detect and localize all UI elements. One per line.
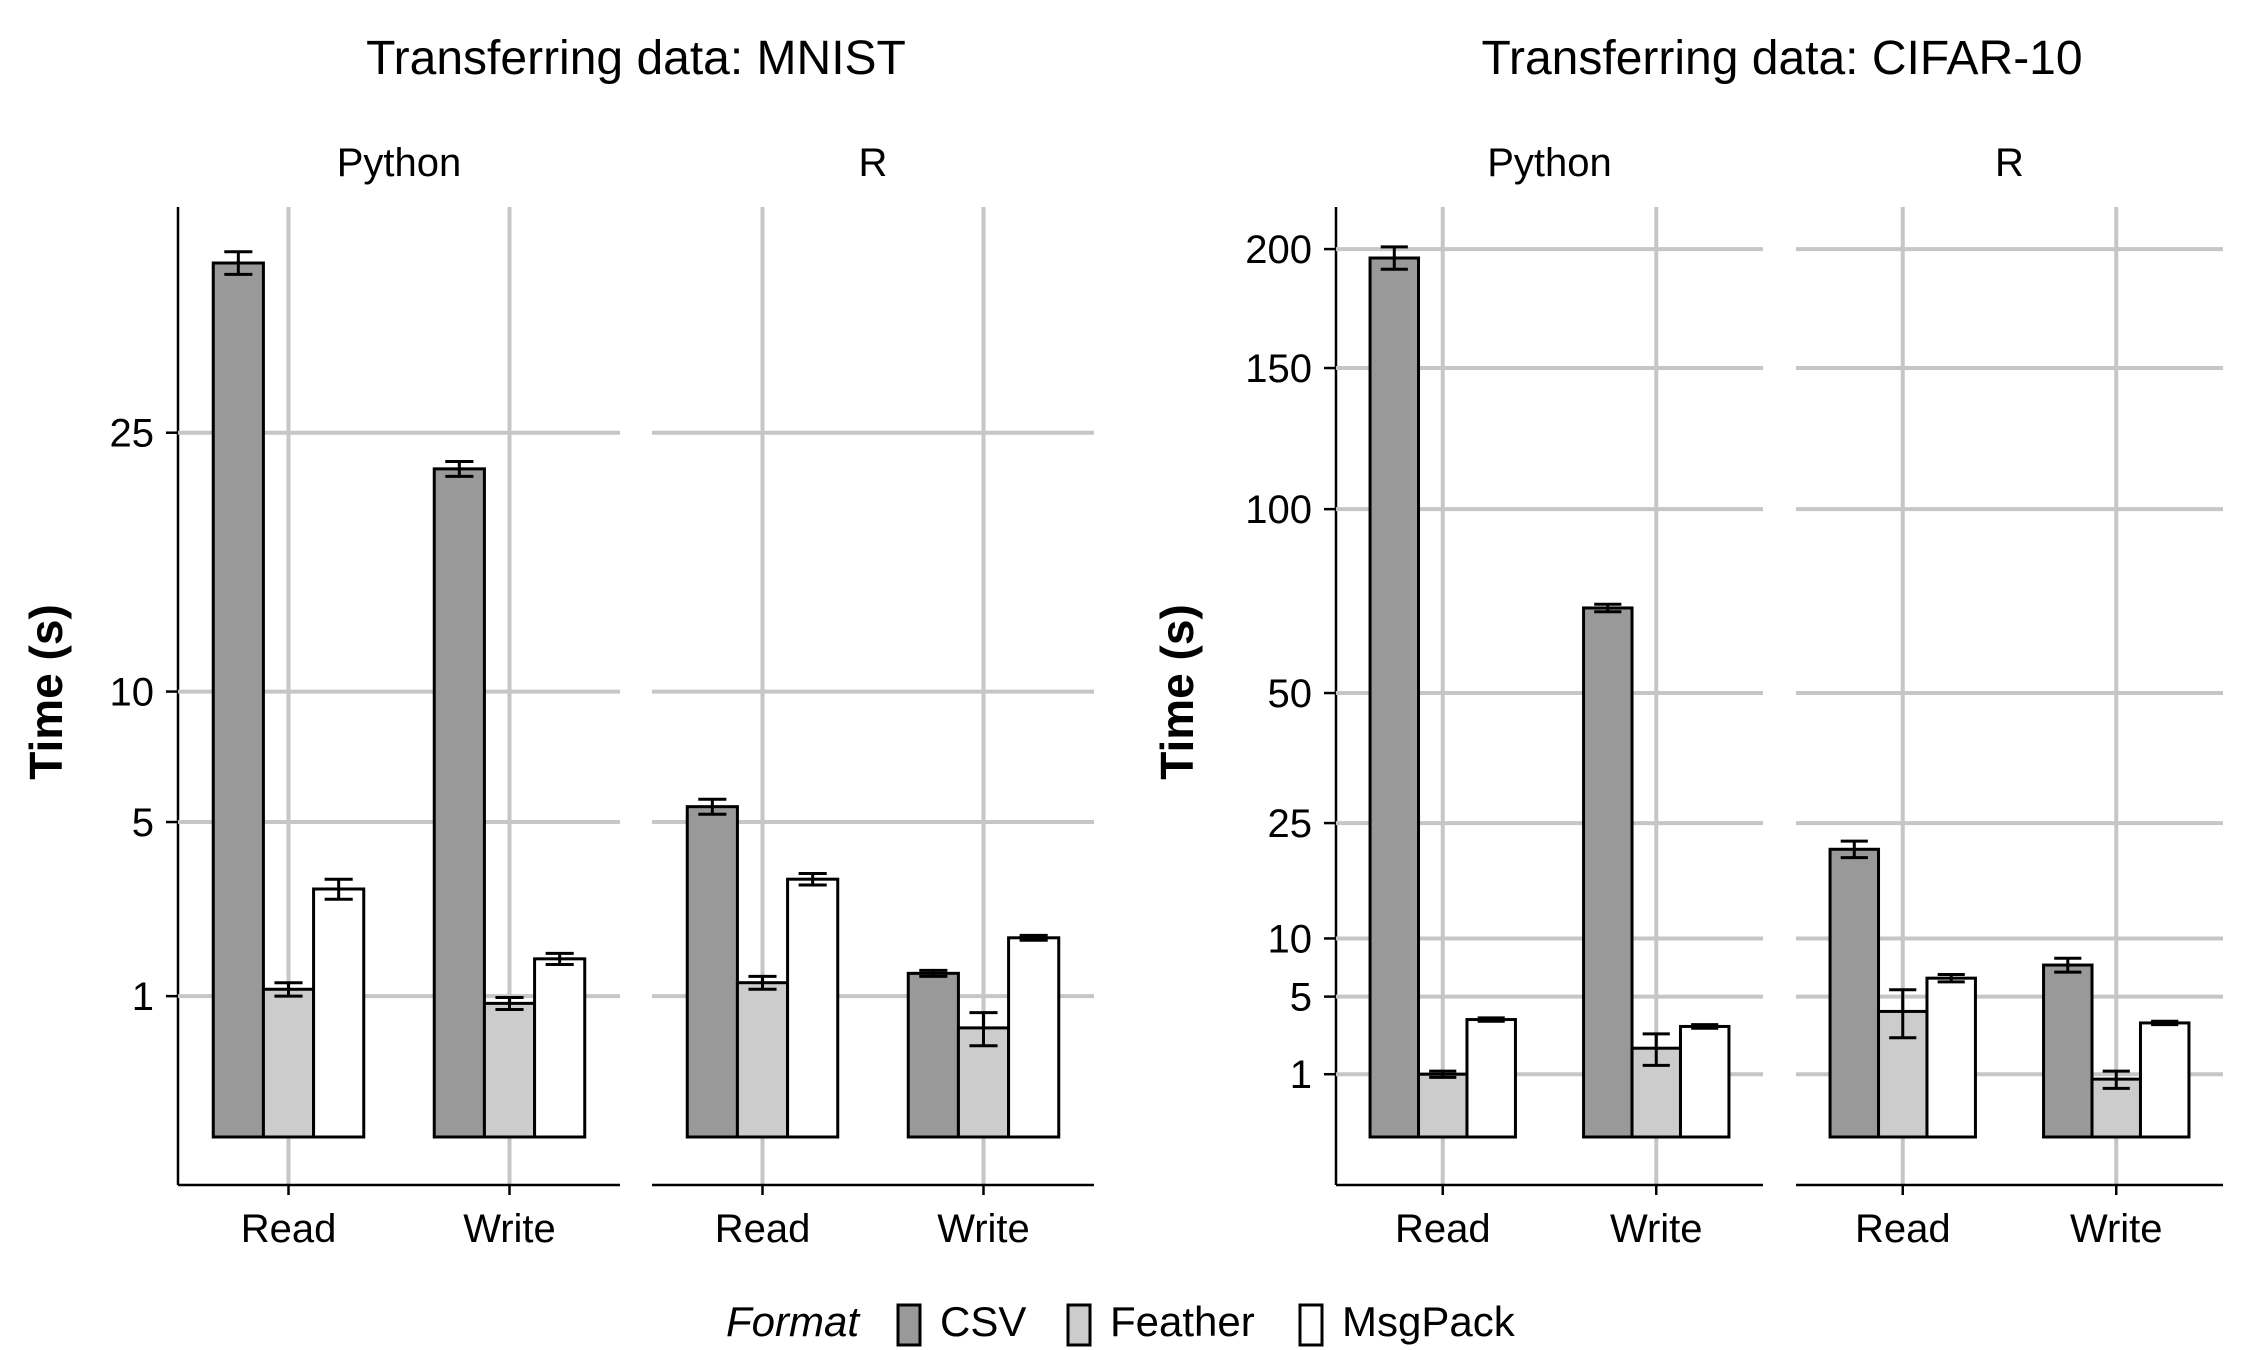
error-bar: [545, 951, 574, 966]
error-bar: [1477, 1016, 1505, 1023]
bar-csv-write: [432, 467, 486, 1139]
error-bar: [2102, 1069, 2130, 1090]
y-axis-label-cifar10: Time (s): [1151, 604, 1203, 780]
y-tick-label: 150: [1245, 347, 1312, 391]
legend-label-csv: CSV: [940, 1298, 1026, 1345]
facet-label: Python: [337, 141, 462, 185]
facet-label: R: [859, 141, 888, 185]
x-tick-label: Write: [937, 1207, 1030, 1251]
facet-python-grid: [1336, 207, 1763, 1185]
legend-key-msgpack: [1298, 1303, 1324, 1347]
x-tick-label: Read: [715, 1207, 811, 1251]
chart-cifar10: Transferring data: CIFAR-10 Time (s) Pyt…: [1151, 32, 2223, 1251]
x-tick-label: Read: [1855, 1207, 1951, 1251]
error-bar: [495, 996, 524, 1011]
error-bar: [1594, 602, 1622, 614]
legend-title: Format: [726, 1298, 861, 1345]
bar-csv-read: [211, 261, 265, 1139]
legend-label-msgpack: MsgPack: [1342, 1298, 1516, 1345]
x-tick-label: Write: [1610, 1207, 1703, 1251]
y-tick-label: 25: [1268, 802, 1313, 846]
error-bar: [1019, 933, 1048, 942]
error-bar: [1642, 1032, 1670, 1067]
bar-msgpack-read: [312, 887, 366, 1139]
legend: Format CSV Feather MsgPack: [726, 1298, 1516, 1347]
bar-msgpack-write: [1678, 1024, 1731, 1139]
bar-msgpack-write: [533, 957, 587, 1139]
y-tick-label: 100: [1245, 488, 1312, 532]
y-tick-label: 1: [1290, 1053, 1312, 1097]
bar-feather-write: [482, 1001, 537, 1139]
y-tick-label: 25: [110, 412, 155, 456]
x-tick-label: Read: [1395, 1207, 1491, 1251]
chart-title-cifar10: Transferring data: CIFAR-10: [1481, 32, 2082, 85]
y-tick-label: 1: [132, 975, 154, 1019]
bar-msgpack-write: [2138, 1021, 2191, 1139]
error-bar: [224, 250, 253, 276]
bar-msgpack-read: [1465, 1018, 1517, 1139]
error-bar: [919, 968, 948, 978]
error-bar: [1889, 988, 1917, 1040]
error-bar: [1380, 245, 1408, 271]
error-bar: [274, 981, 303, 998]
error-bar: [798, 871, 827, 887]
bar-msgpack-read: [1925, 976, 1977, 1139]
bar-msgpack-write: [1007, 936, 1061, 1139]
bar-csv-write: [1582, 606, 1634, 1139]
error-bar: [969, 1011, 998, 1048]
bar-csv-read: [1368, 256, 1421, 1139]
bar-csv-write: [906, 971, 960, 1139]
facet-label: Python: [1487, 141, 1612, 185]
x-tick-label: Write: [463, 1207, 556, 1251]
x-tick-label: Write: [2070, 1207, 2163, 1251]
chart-mnist: Transferring data: MNIST Time (s) Python…: [20, 32, 1094, 1251]
y-tick-label: 10: [110, 671, 155, 715]
error-bar: [1937, 972, 1965, 984]
bar-msgpack-read: [786, 877, 840, 1139]
legend-key-csv: [896, 1303, 922, 1347]
chart-title-mnist: Transferring data: MNIST: [366, 32, 906, 85]
error-bar: [2151, 1019, 2179, 1027]
bar-feather-read: [1417, 1072, 1469, 1139]
legend-key-feather: [1066, 1303, 1092, 1347]
y-tick-label: 5: [132, 801, 154, 845]
error-bar: [748, 974, 777, 991]
error-bar: [1691, 1023, 1719, 1030]
y-tick-label: 50: [1268, 672, 1313, 716]
error-bar: [1840, 839, 1868, 860]
bar-csv-read: [1828, 847, 1881, 1139]
error-bar: [698, 797, 727, 816]
bar-feather-read: [261, 987, 316, 1139]
error-bar: [324, 877, 353, 901]
y-tick-label: 5: [1290, 976, 1312, 1020]
error-bar: [2054, 956, 2082, 974]
y-tick-label: 200: [1245, 228, 1312, 272]
bar-csv-read: [685, 805, 739, 1139]
error-bar: [1429, 1069, 1457, 1079]
error-bar: [445, 459, 474, 478]
y-axis-label-mnist: Time (s): [20, 604, 72, 780]
y-tick-label: 10: [1268, 917, 1313, 961]
bar-feather-read: [735, 981, 790, 1139]
legend-label-feather: Feather: [1110, 1298, 1255, 1345]
facet-label: R: [1995, 141, 2024, 185]
bar-csv-write: [2042, 963, 2094, 1139]
x-tick-label: Read: [241, 1207, 337, 1251]
